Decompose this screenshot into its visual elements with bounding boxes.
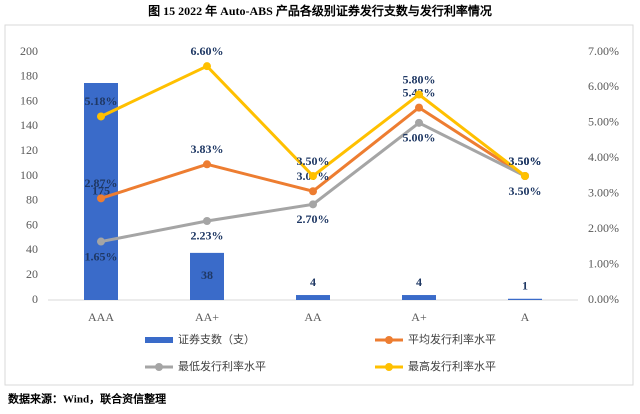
y-tick-label: 120	[20, 143, 38, 157]
data-label: 2.87%	[85, 176, 118, 190]
y2-tick-label: 5.00%	[588, 115, 619, 129]
data-label: 5.18%	[85, 94, 118, 108]
point	[309, 187, 317, 196]
data-label: 3.50%	[297, 154, 330, 168]
data-label: 2.70%	[297, 212, 330, 226]
chart-frame	[4, 24, 634, 386]
y-tick-label: 180	[20, 69, 38, 83]
point	[203, 216, 211, 225]
point	[415, 118, 423, 127]
y-tick-label: 140	[20, 118, 38, 132]
point	[415, 90, 423, 99]
chart-title: 图 15 2022 年 Auto-ABS 产品各级别证券发行支数与发行利率情况	[148, 3, 492, 18]
data-label: 3.50%	[509, 154, 542, 168]
x-tick-label: AA	[304, 310, 322, 324]
legend-label: 平均发行利率水平	[408, 332, 496, 346]
y-tick-label: 100	[20, 168, 38, 182]
data-label: 3.50%	[509, 184, 542, 198]
legend-swatch	[145, 337, 173, 343]
y-tick-label: 80	[26, 193, 38, 207]
y2-tick-label: 2.00%	[588, 221, 619, 235]
y-tick-label: 200	[20, 44, 38, 58]
point	[97, 112, 105, 121]
data-label: 175	[92, 183, 110, 197]
data-label: 6.60%	[191, 44, 224, 58]
y2-tick-label: 3.00%	[588, 185, 619, 199]
point	[203, 62, 211, 71]
y2-tick-label: 7.00%	[588, 44, 619, 58]
legend-label: 证券支数（支）	[178, 332, 255, 346]
y-tick-label: 60	[26, 217, 38, 231]
data-label: 3.50%	[509, 154, 542, 168]
point	[521, 172, 529, 180]
y-tick-label: 20	[26, 267, 38, 281]
y-tick-label: 160	[20, 93, 38, 107]
data-label: 4	[416, 275, 422, 289]
bar	[508, 298, 542, 300]
point	[203, 160, 211, 169]
legend-label: 最高发行利率水平	[408, 359, 496, 373]
point	[309, 200, 317, 209]
legend-marker	[155, 363, 163, 371]
legend-marker	[385, 363, 393, 371]
data-label: 4	[310, 275, 316, 289]
point	[97, 194, 105, 203]
data-label: 3.83%	[191, 142, 224, 156]
data-label: 1	[522, 279, 528, 293]
data-label: 1.65%	[85, 249, 118, 263]
source-note: 数据来源：Wind，联合资信整理	[8, 392, 166, 406]
y-tick-label: 40	[26, 242, 38, 256]
bar	[190, 252, 224, 300]
data-label: 5.00%	[403, 131, 436, 145]
y2-tick-label: 6.00%	[588, 79, 619, 93]
data-label: 2.23%	[191, 229, 224, 243]
x-tick-label: AAA	[88, 310, 114, 324]
bar	[296, 295, 330, 300]
data-label: 38	[201, 268, 213, 282]
x-tick-label: A	[521, 310, 530, 324]
y2-tick-label: 1.00%	[588, 256, 619, 270]
point	[415, 103, 423, 112]
x-tick-label: A+	[411, 310, 427, 324]
point	[97, 237, 105, 246]
x-tick-label: AA+	[195, 310, 219, 324]
y2-tick-label: 0.00%	[588, 292, 619, 306]
y-tick-label: 0	[32, 292, 38, 306]
point	[309, 172, 317, 180]
legend-marker	[385, 336, 393, 344]
y2-tick-label: 4.00%	[588, 150, 619, 164]
data-label: 5.80%	[403, 72, 436, 86]
bar	[402, 295, 436, 300]
legend-label: 最低发行利率水平	[178, 359, 266, 373]
